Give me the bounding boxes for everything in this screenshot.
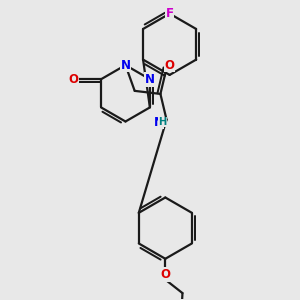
Text: O: O	[68, 73, 78, 86]
Text: O: O	[160, 268, 170, 281]
Text: O: O	[165, 58, 175, 72]
Text: N: N	[145, 73, 155, 86]
Text: N: N	[154, 116, 164, 129]
Text: N: N	[121, 58, 130, 72]
Text: F: F	[166, 7, 174, 20]
Text: H: H	[158, 117, 166, 127]
